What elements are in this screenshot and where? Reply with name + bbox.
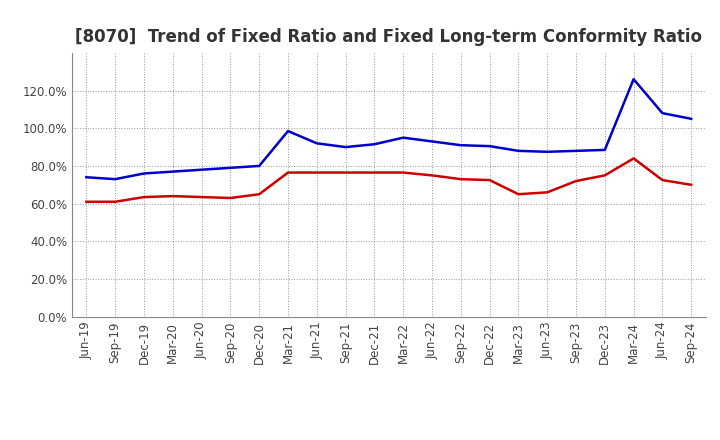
Fixed Long-term Conformity Ratio: [312, 170, 321, 175]
Fixed Ratio: [428, 139, 436, 144]
Fixed Long-term Conformity Ratio: [629, 156, 638, 161]
Fixed Long-term Conformity Ratio: [456, 176, 465, 182]
Fixed Ratio: [456, 143, 465, 148]
Fixed Ratio: [168, 169, 177, 174]
Fixed Long-term Conformity Ratio: [514, 191, 523, 197]
Fixed Ratio: [687, 116, 696, 121]
Fixed Long-term Conformity Ratio: [485, 177, 494, 183]
Fixed Ratio: [140, 171, 148, 176]
Fixed Ratio: [629, 77, 638, 82]
Fixed Ratio: [82, 175, 91, 180]
Fixed Long-term Conformity Ratio: [428, 173, 436, 178]
Fixed Ratio: [399, 135, 408, 140]
Fixed Long-term Conformity Ratio: [543, 190, 552, 195]
Title: [8070]  Trend of Fixed Ratio and Fixed Long-term Conformity Ratio: [8070] Trend of Fixed Ratio and Fixed Lo…: [76, 28, 702, 46]
Fixed Long-term Conformity Ratio: [341, 170, 350, 175]
Fixed Ratio: [226, 165, 235, 170]
Fixed Long-term Conformity Ratio: [140, 194, 148, 200]
Fixed Ratio: [197, 167, 206, 172]
Fixed Ratio: [312, 141, 321, 146]
Fixed Long-term Conformity Ratio: [658, 177, 667, 183]
Fixed Long-term Conformity Ratio: [572, 178, 580, 183]
Fixed Ratio: [485, 143, 494, 149]
Fixed Long-term Conformity Ratio: [370, 170, 379, 175]
Fixed Ratio: [341, 144, 350, 150]
Fixed Long-term Conformity Ratio: [111, 199, 120, 205]
Fixed Long-term Conformity Ratio: [168, 194, 177, 199]
Fixed Ratio: [514, 148, 523, 154]
Fixed Ratio: [572, 148, 580, 154]
Line: Fixed Long-term Conformity Ratio: Fixed Long-term Conformity Ratio: [86, 158, 691, 202]
Fixed Long-term Conformity Ratio: [399, 170, 408, 175]
Fixed Ratio: [111, 176, 120, 182]
Fixed Long-term Conformity Ratio: [82, 199, 91, 205]
Fixed Ratio: [658, 110, 667, 116]
Line: Fixed Ratio: Fixed Ratio: [86, 79, 691, 179]
Fixed Long-term Conformity Ratio: [284, 170, 292, 175]
Fixed Long-term Conformity Ratio: [197, 194, 206, 200]
Fixed Ratio: [284, 128, 292, 134]
Fixed Long-term Conformity Ratio: [600, 173, 609, 178]
Fixed Long-term Conformity Ratio: [226, 195, 235, 201]
Fixed Ratio: [600, 147, 609, 153]
Fixed Long-term Conformity Ratio: [255, 191, 264, 197]
Fixed Ratio: [543, 149, 552, 154]
Fixed Ratio: [255, 163, 264, 169]
Fixed Long-term Conformity Ratio: [687, 182, 696, 187]
Fixed Ratio: [370, 142, 379, 147]
